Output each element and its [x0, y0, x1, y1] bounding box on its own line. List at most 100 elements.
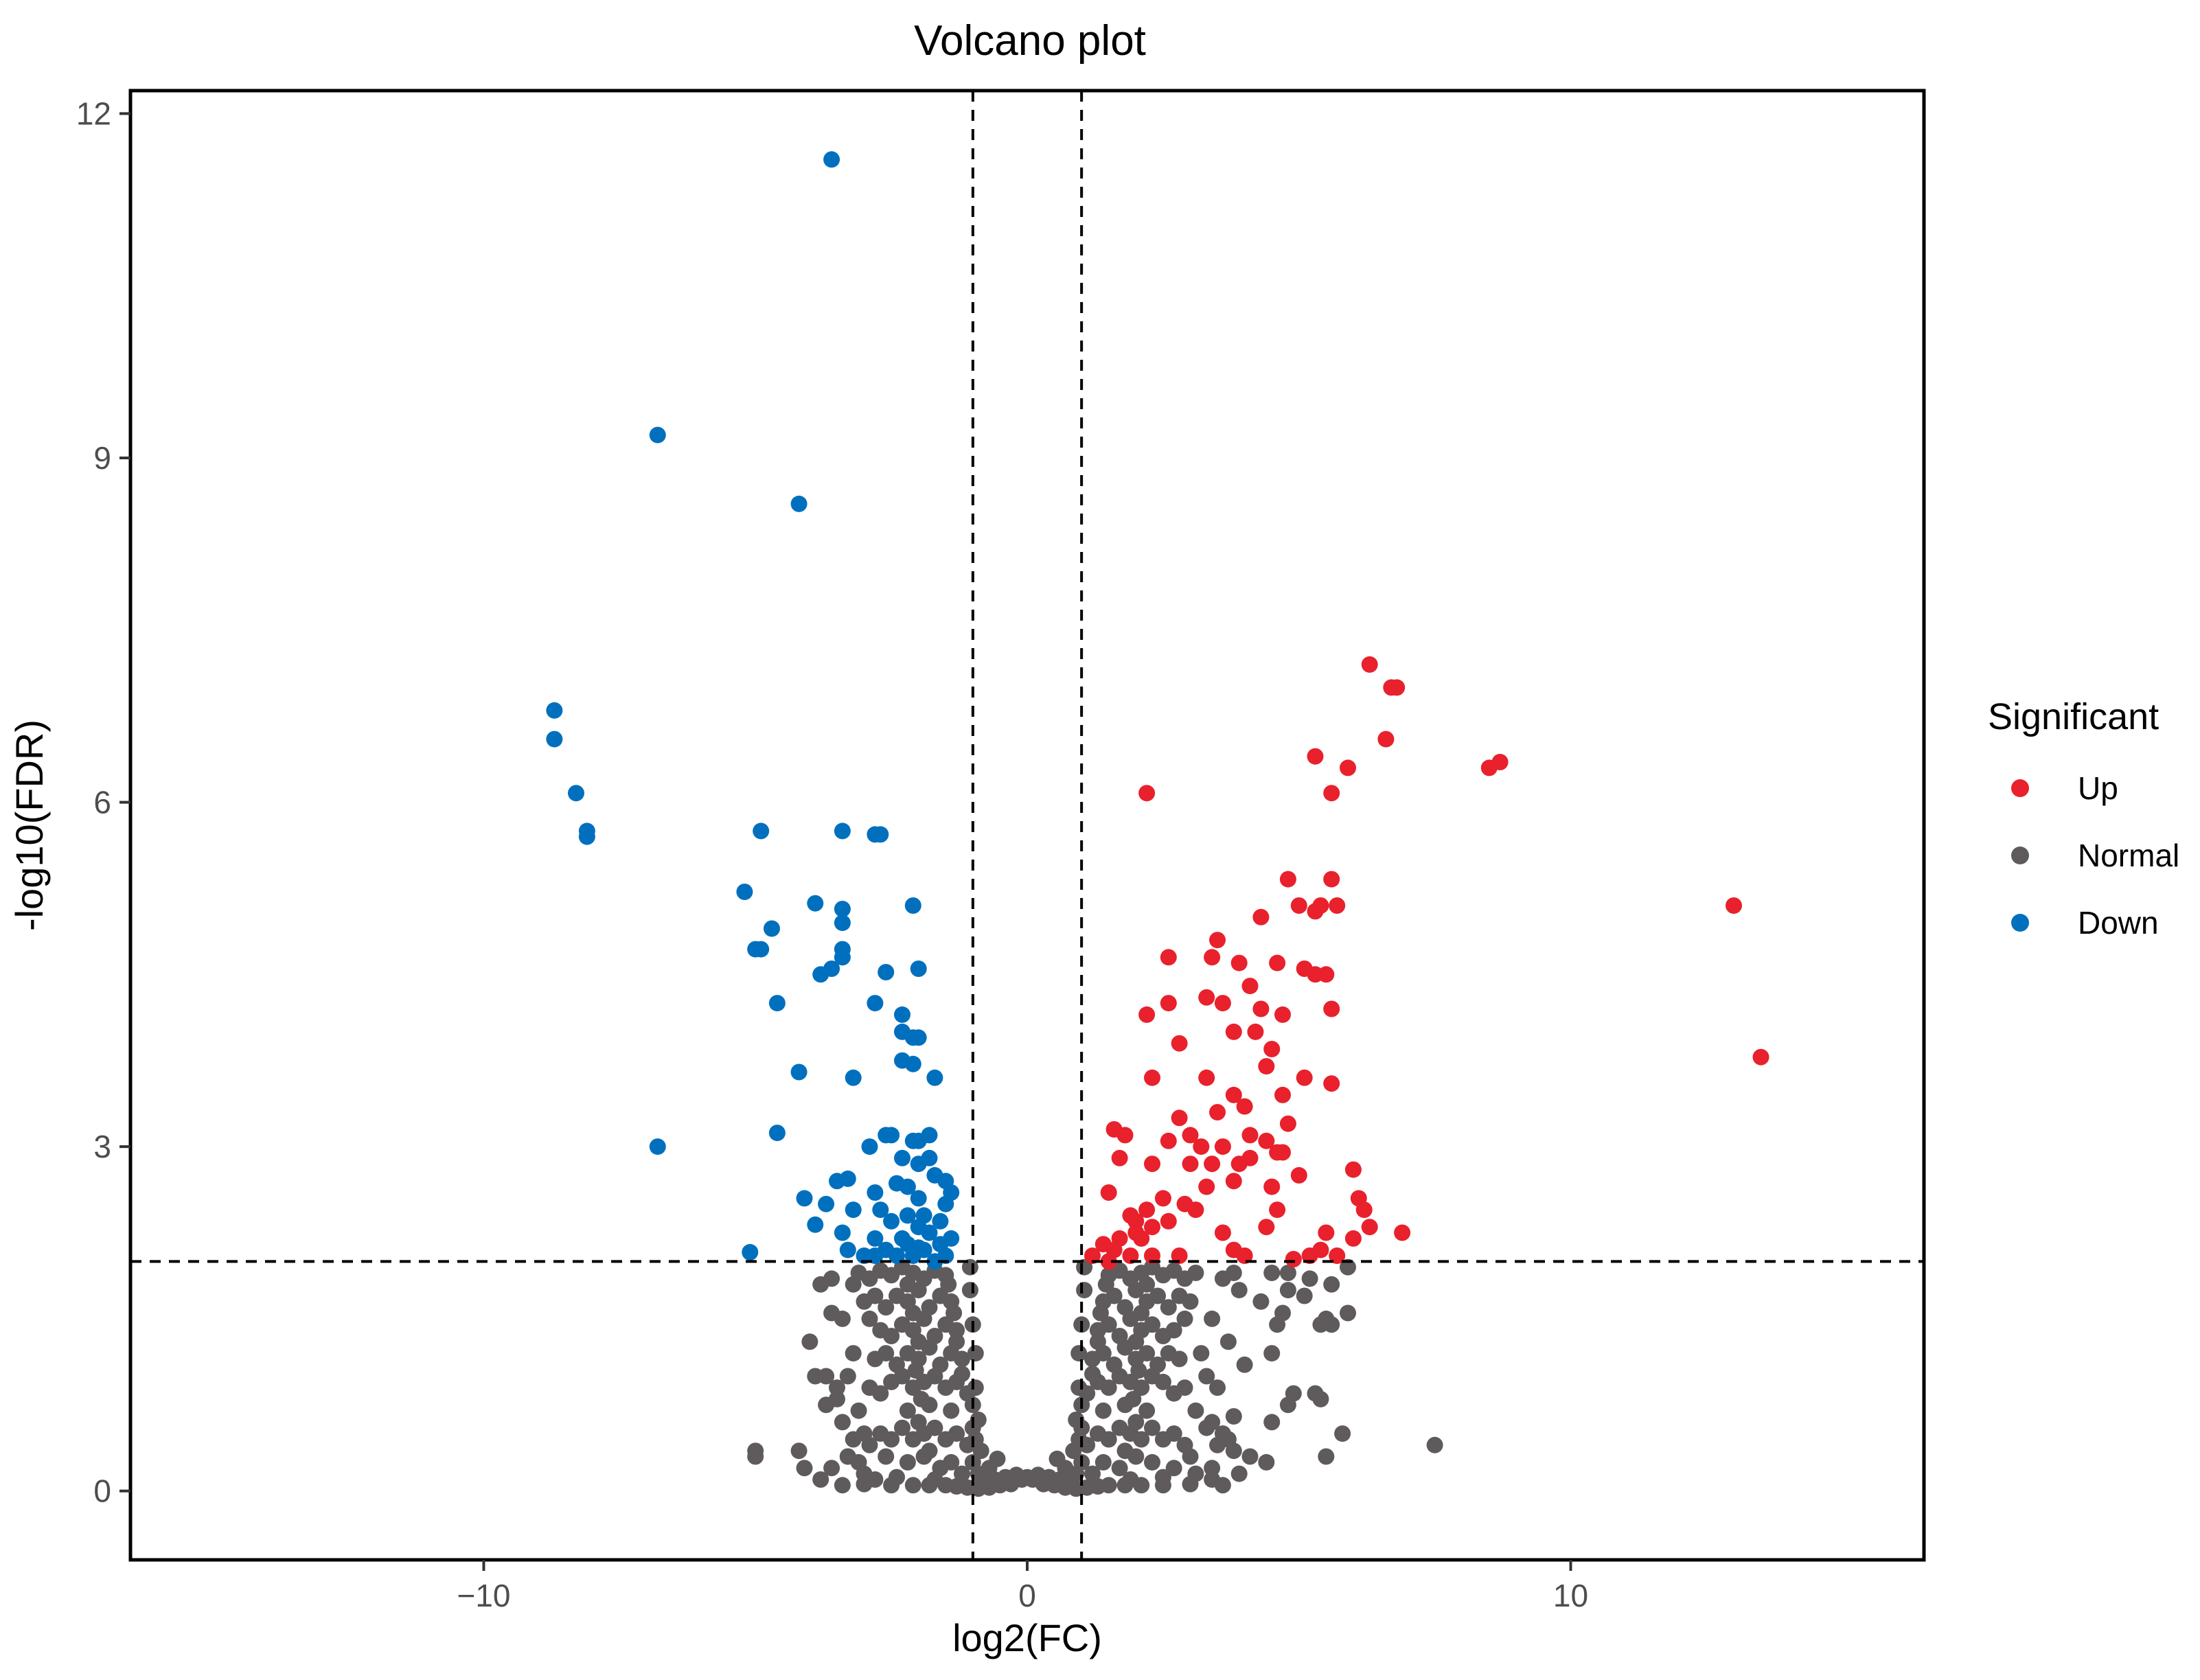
point-down: [753, 822, 770, 840]
point-normal: [932, 1287, 949, 1304]
point-normal: [1204, 1310, 1221, 1327]
point-up: [1225, 1086, 1242, 1103]
point-up: [1111, 1149, 1128, 1166]
point-normal: [1426, 1436, 1443, 1453]
point-normal: [1263, 1345, 1281, 1362]
x-tick-label: 0: [1018, 1578, 1036, 1613]
point-up: [1323, 1000, 1340, 1017]
point-down: [764, 920, 780, 937]
point-down: [861, 1138, 878, 1155]
point-normal: [1138, 1345, 1156, 1362]
point-up: [1361, 656, 1378, 673]
point-up: [1241, 1149, 1259, 1166]
point-normal: [1144, 1453, 1160, 1471]
point-normal: [899, 1345, 916, 1362]
point-up: [1100, 1184, 1117, 1201]
threshold-lines: [130, 91, 1924, 1560]
points-layer: [546, 151, 1769, 1497]
point-normal: [1095, 1453, 1112, 1471]
point-down: [568, 785, 584, 802]
point-normal: [1105, 1356, 1123, 1373]
point-up: [1344, 1161, 1362, 1178]
point-down: [921, 1224, 938, 1241]
point-down: [894, 1006, 910, 1023]
point-down: [926, 1069, 943, 1086]
point-normal: [1193, 1345, 1210, 1362]
point-up: [1323, 785, 1340, 802]
point-up: [1160, 949, 1177, 966]
point-normal: [1133, 1304, 1150, 1322]
series-up: [1084, 656, 1769, 1270]
legend-title: Significant: [1988, 696, 2159, 737]
point-up: [1127, 1212, 1145, 1230]
point-normal: [946, 1304, 963, 1322]
point-normal: [1176, 1379, 1193, 1396]
point-up: [1209, 932, 1226, 949]
point-down: [889, 1247, 905, 1264]
point-normal: [1160, 1299, 1177, 1316]
point-up: [1187, 1201, 1204, 1219]
point-up: [1236, 1098, 1253, 1115]
point-normal: [1301, 1270, 1318, 1287]
point-down: [910, 1239, 927, 1256]
point-normal: [1182, 1293, 1199, 1310]
point-normal: [1318, 1448, 1335, 1465]
point-normal: [883, 1373, 900, 1390]
y-tick-label: 6: [93, 785, 111, 820]
point-normal: [1241, 1448, 1259, 1465]
point-normal: [889, 1287, 905, 1304]
point-normal: [904, 1304, 921, 1322]
point-up: [1171, 1035, 1188, 1052]
point-normal: [1258, 1453, 1275, 1471]
point-normal: [940, 1276, 957, 1293]
point-normal: [1198, 1419, 1215, 1436]
point-normal: [899, 1276, 916, 1293]
point-up: [1241, 978, 1259, 995]
legend-label-up: Up: [2078, 770, 2118, 806]
point-up: [1329, 1247, 1346, 1264]
legend-label-normal: Normal: [2078, 838, 2179, 873]
point-down: [649, 426, 666, 444]
point-normal: [1334, 1425, 1351, 1442]
point-normal: [823, 1460, 840, 1477]
point-normal: [1165, 1425, 1182, 1442]
point-up: [1388, 679, 1406, 696]
point-up: [1138, 785, 1156, 802]
point-down: [796, 1190, 813, 1207]
point-normal: [954, 1465, 970, 1482]
point-normal: [1187, 1465, 1204, 1482]
legend-label-down: Down: [2078, 905, 2159, 941]
point-normal: [910, 1333, 927, 1350]
point-down: [839, 1170, 856, 1187]
point-down: [649, 1138, 666, 1155]
point-up: [1247, 1023, 1264, 1040]
point-up: [1204, 1155, 1221, 1173]
point-normal: [926, 1471, 943, 1488]
point-normal: [899, 1453, 916, 1471]
point-down: [753, 941, 770, 958]
point-normal: [1219, 1333, 1237, 1350]
point-up: [1279, 871, 1296, 888]
point-up: [1144, 1155, 1160, 1173]
point-down: [578, 828, 595, 845]
point-normal: [961, 1282, 978, 1299]
point-up: [1100, 1253, 1117, 1270]
point-up: [1084, 1247, 1101, 1264]
point-normal: [801, 1333, 818, 1350]
point-normal: [867, 1471, 884, 1488]
point-normal: [904, 1379, 921, 1396]
point-up: [1160, 1212, 1177, 1230]
point-up: [1344, 1230, 1362, 1247]
point-normal: [1100, 1477, 1117, 1494]
legend-key-down: [2011, 914, 2029, 932]
point-normal: [747, 1448, 764, 1465]
point-normal: [1187, 1402, 1204, 1419]
point-up: [1263, 1041, 1281, 1057]
point-normal: [1279, 1396, 1296, 1414]
point-down: [546, 702, 563, 719]
point-normal: [796, 1460, 813, 1477]
point-down: [839, 1241, 856, 1258]
point-normal: [1095, 1402, 1112, 1419]
point-normal: [1105, 1287, 1123, 1304]
